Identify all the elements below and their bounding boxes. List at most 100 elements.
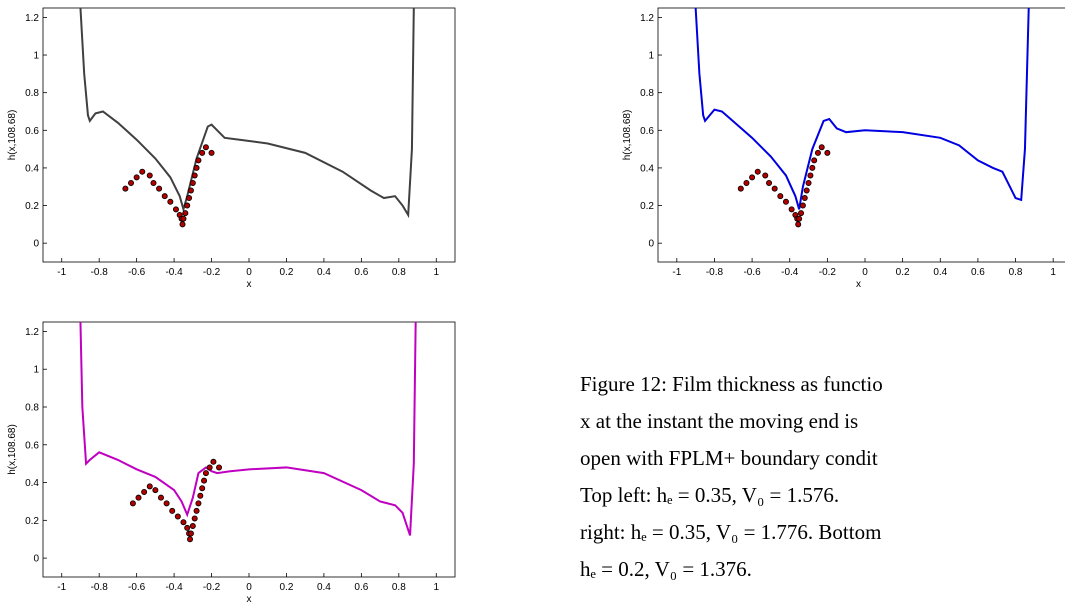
data-point xyxy=(216,464,223,471)
y-tick-label: 0.6 xyxy=(25,126,39,137)
data-point xyxy=(796,215,803,222)
data-point xyxy=(743,179,750,186)
data-point xyxy=(206,464,213,471)
data-point xyxy=(798,210,805,217)
y-tick-label: 0.4 xyxy=(25,478,39,489)
x-axis-label: x xyxy=(856,279,861,290)
data-point xyxy=(161,193,168,200)
y-tick-label: 0 xyxy=(33,239,39,250)
data-point xyxy=(762,172,769,179)
data-point xyxy=(195,500,202,507)
data-point xyxy=(202,144,209,151)
caption-line: x at the instant the moving end is xyxy=(580,409,859,433)
x-tick-label: 0.2 xyxy=(280,582,294,593)
y-tick-label: 1 xyxy=(33,365,39,376)
x-axis-label: x xyxy=(247,279,252,290)
data-point xyxy=(193,507,200,514)
data-point xyxy=(146,172,153,179)
x-tick-label: 1 xyxy=(433,267,439,278)
y-axis-label: h(x,108.68) xyxy=(7,110,18,161)
y-tick-label: 0.2 xyxy=(25,201,39,212)
data-point xyxy=(788,206,795,213)
data-point xyxy=(197,492,204,499)
data-point xyxy=(135,494,142,501)
data-point xyxy=(184,524,191,531)
data-point xyxy=(193,164,200,171)
x-tick-label: 0 xyxy=(862,267,868,278)
plot-frame xyxy=(42,7,456,263)
data-point xyxy=(803,187,810,194)
x-tick-label: 1 xyxy=(1050,267,1056,278)
x-tick-label: -0.4 xyxy=(165,582,183,593)
data-point xyxy=(771,185,778,192)
data-point xyxy=(133,174,140,181)
x-tick-label: 0.6 xyxy=(971,267,985,278)
data-point xyxy=(172,206,179,213)
y-tick-label: 1 xyxy=(33,51,39,62)
y-tick-label: 0.2 xyxy=(640,201,654,212)
caption: Figure 12: Film thickness as functio x a… xyxy=(580,366,1065,588)
x-tick-label: -0.4 xyxy=(781,267,799,278)
data-point xyxy=(191,515,198,522)
data-point xyxy=(199,485,206,492)
x-tick-label: -0.8 xyxy=(91,582,109,593)
data-point xyxy=(139,168,146,175)
x-tick-label: -0.8 xyxy=(91,267,109,278)
chart: -1 -0.8 -0.6 -0.4 -0.2 0 0.2 0.4 0.6 0.8 1 0 0.2 0.4 0… xyxy=(7,7,456,290)
chart: -1 -0.8 -0.6 -0.4 -0.2 0 0.2 0.4 0.6 0.8 1 0 0.2 0.4 0… xyxy=(7,321,456,605)
data-point xyxy=(818,144,825,151)
data-point xyxy=(777,193,784,200)
data-point xyxy=(174,513,181,520)
y-tick-label: 0.4 xyxy=(25,163,39,174)
data-point xyxy=(122,185,129,192)
x-tick-label: 0 xyxy=(246,582,252,593)
y-tick-label: 0.8 xyxy=(25,88,39,99)
y-tick-label: 0.8 xyxy=(25,403,39,414)
x-tick-label: -0.2 xyxy=(203,267,221,278)
data-point xyxy=(201,477,208,484)
data-point xyxy=(184,202,191,209)
data-point xyxy=(180,215,187,222)
x-tick-label: -1 xyxy=(57,267,66,278)
curve xyxy=(79,8,415,219)
y-tick-label: 0 xyxy=(648,239,654,250)
x-tick-label: -1 xyxy=(672,267,681,278)
x-tick-label: -0.2 xyxy=(819,267,837,278)
x-tick-label: -0.6 xyxy=(128,582,146,593)
y-tick-label: 1.2 xyxy=(25,13,39,24)
data-point xyxy=(152,487,159,494)
y-tick-label: 0.6 xyxy=(640,126,654,137)
caption-line: Figure 12: Film thickness as functio xyxy=(580,372,883,396)
y-tick-label: 0.4 xyxy=(640,163,654,174)
plot-frame xyxy=(42,321,456,578)
plot-frame xyxy=(657,7,1065,263)
x-tick-label: 0.2 xyxy=(280,267,294,278)
data-point xyxy=(141,488,148,495)
x-tick-label: -1 xyxy=(57,582,66,593)
data-point xyxy=(187,530,194,537)
curve xyxy=(79,322,417,536)
data-point xyxy=(187,187,194,194)
plot-area xyxy=(694,8,1030,228)
data-point xyxy=(801,195,808,202)
data-point xyxy=(799,202,806,209)
data-point xyxy=(766,179,773,186)
data-point xyxy=(169,507,176,514)
y-tick-label: 0.6 xyxy=(25,440,39,451)
y-tick-label: 0 xyxy=(33,554,39,565)
x-tick-label: 0.4 xyxy=(317,582,331,593)
x-tick-label: 0.4 xyxy=(933,267,947,278)
data-point xyxy=(180,519,187,526)
data-point xyxy=(202,470,209,477)
caption-line: hₑ = 0.2, V₀ = 1.376. xyxy=(580,557,752,581)
x-tick-label: -0.6 xyxy=(743,267,761,278)
x-tick-label: 0.4 xyxy=(317,267,331,278)
data-point xyxy=(186,195,193,202)
x-tick-label: 0.6 xyxy=(354,267,368,278)
y-tick-label: 0.8 xyxy=(640,88,654,99)
data-point xyxy=(189,523,196,530)
data-point xyxy=(805,179,812,186)
data-point xyxy=(182,210,189,217)
